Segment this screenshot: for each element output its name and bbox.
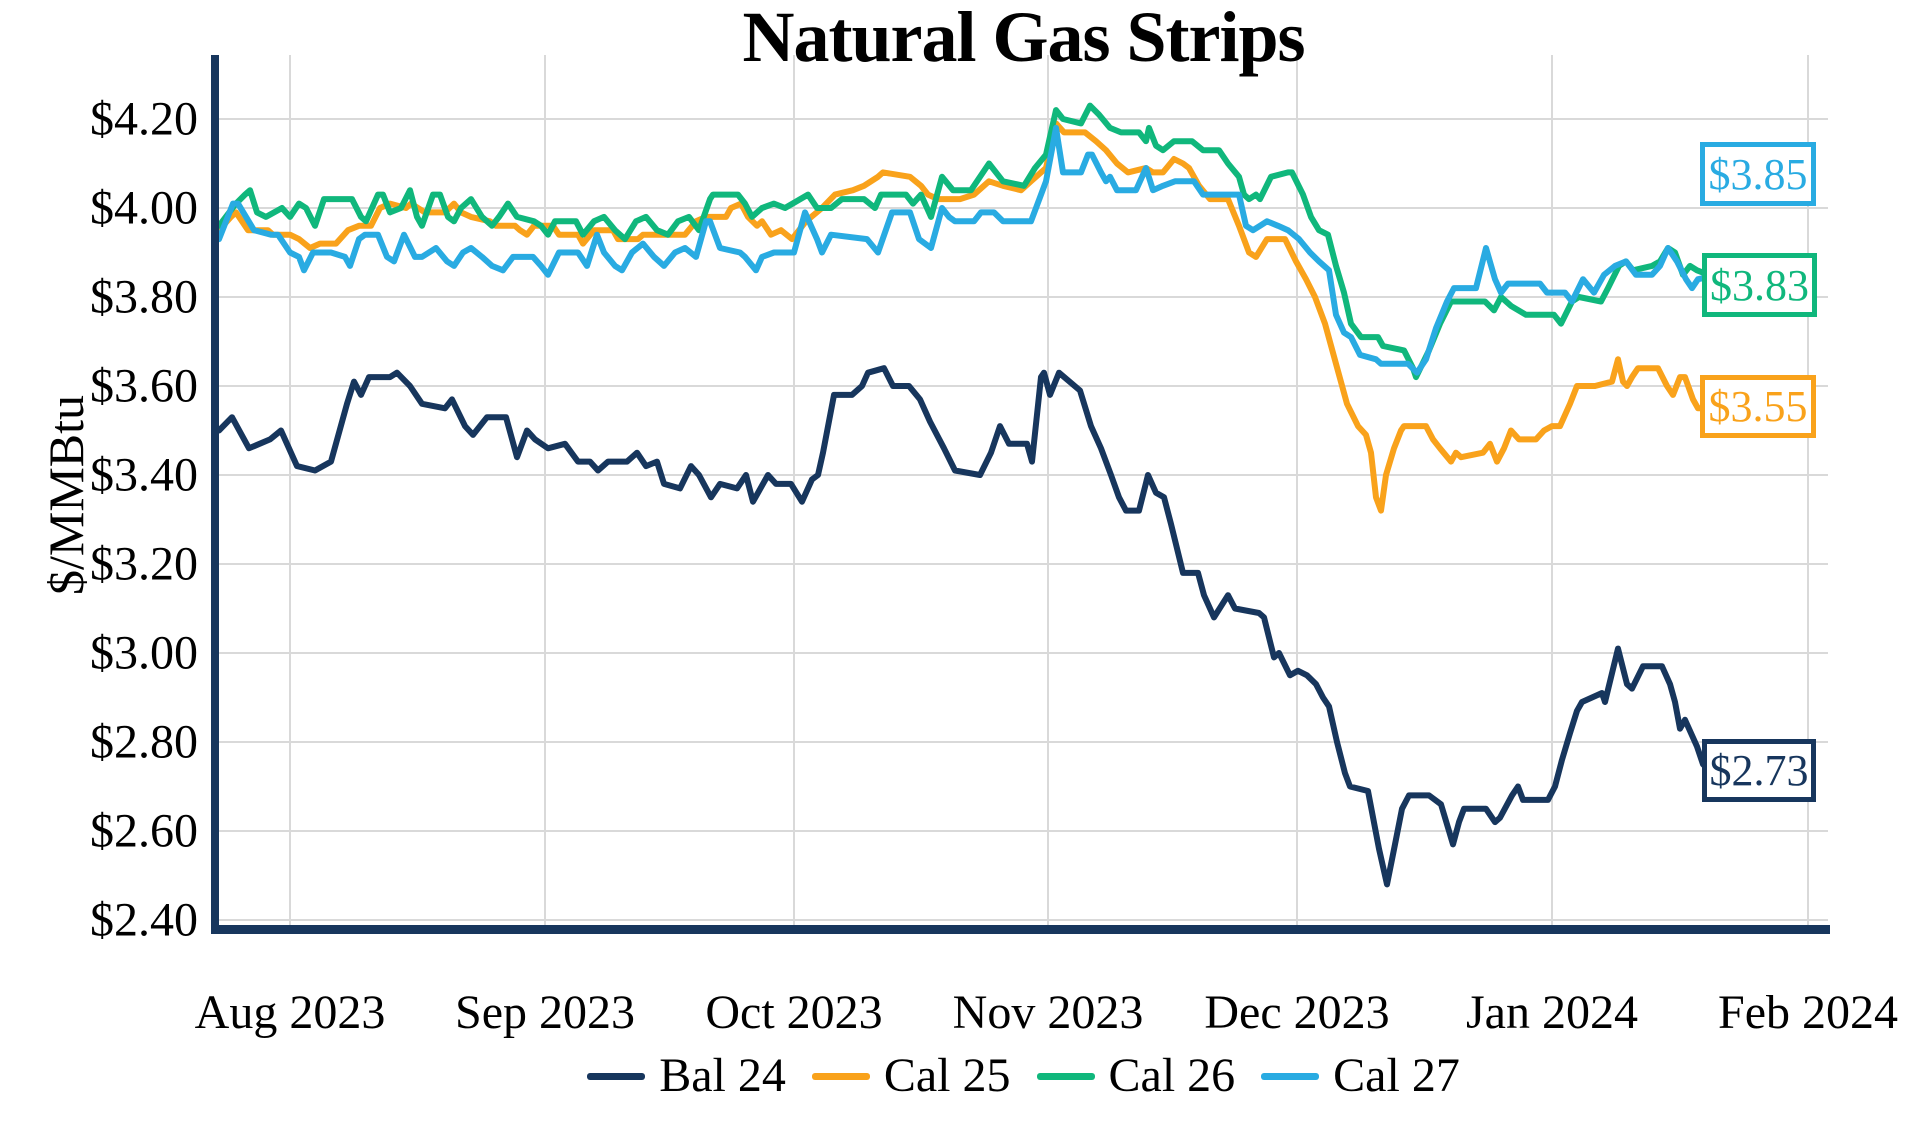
legend-item-cal26: Cal 26 xyxy=(1036,1049,1236,1102)
chart-title: Natural Gas Strips xyxy=(742,0,1305,77)
y-tick-label: $3.40 xyxy=(90,449,198,502)
legend-swatch-cal25 xyxy=(811,1072,870,1080)
legend-label-cal25: Cal 25 xyxy=(883,1049,1011,1102)
legend-item-cal27: Cal 27 xyxy=(1261,1052,1460,1100)
series-lines xyxy=(216,102,1811,888)
legend-item-cal25: Cal 25 xyxy=(811,1049,1011,1102)
end-label-cal27: $3.85 xyxy=(1700,142,1816,206)
x-tick-label: Feb 2024 xyxy=(1718,986,1898,1039)
x-tick-label: Sep 2023 xyxy=(455,986,635,1039)
x-tick-label: Oct 2023 xyxy=(705,986,882,1039)
end-label-bal24: $2.73 xyxy=(1702,739,1816,802)
y-axis-title: $/MMBtu xyxy=(38,394,94,596)
end-label-cal25: $3.55 xyxy=(1700,375,1816,438)
x-tick-label: Jan 2024 xyxy=(1466,986,1638,1039)
legend-swatch-cal27 xyxy=(1261,1072,1320,1080)
y-tick-label: $2.60 xyxy=(90,805,198,858)
y-tick-label: $3.60 xyxy=(90,360,198,413)
y-tick-label: $2.80 xyxy=(90,716,198,769)
y-tick-label: $2.40 xyxy=(90,894,198,947)
x-tick-label: Nov 2023 xyxy=(953,986,1144,1039)
legend-label-bal24: Bal 24 xyxy=(659,1049,786,1102)
x-tick-labels: Aug 2023 Sep 2023 Oct 2023 Nov 2023 Dec 2023… xyxy=(195,986,1898,1039)
legend-swatch-bal24 xyxy=(587,1072,646,1080)
y-tick-label: $4.00 xyxy=(90,182,198,235)
line-cal26 xyxy=(216,102,1811,381)
legend: Bal 24 Cal 25 Cal 26 Cal 27 xyxy=(219,1044,1828,1108)
end-label-cal26: $3.83 xyxy=(1702,253,1817,317)
line-cal27 xyxy=(216,124,1811,376)
legend-label-cal26: Cal 26 xyxy=(1108,1049,1236,1102)
y-tick-label: $3.20 xyxy=(90,538,198,591)
y-tick-label: $3.80 xyxy=(90,271,198,324)
x-tick-label: Dec 2023 xyxy=(1204,986,1389,1039)
legend-swatch-cal26 xyxy=(1036,1072,1095,1080)
y-tick-label: $3.00 xyxy=(90,627,198,680)
axes xyxy=(211,55,1830,934)
legend-label-cal27: Cal 27 xyxy=(1333,1049,1460,1102)
x-tick-label: Aug 2023 xyxy=(195,986,386,1039)
legend-item-bal24: Bal 24 xyxy=(587,1052,786,1100)
y-tick-labels: $4.20 $4.00 $3.80 $3.60 $3.40 $3.20 $3.00 $2.80… xyxy=(90,93,198,947)
line-bal24 xyxy=(216,365,1811,888)
y-tick-label: $4.20 xyxy=(90,93,198,146)
